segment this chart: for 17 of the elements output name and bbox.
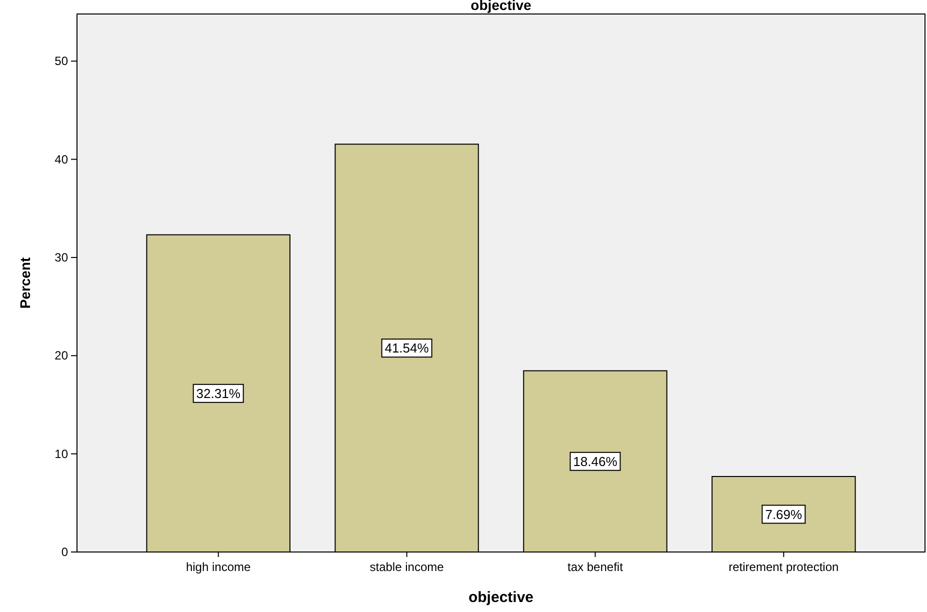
x-tick-label: stable income bbox=[370, 560, 444, 574]
x-axis-title: objective bbox=[468, 589, 534, 606]
y-tick-label: 50 bbox=[54, 54, 68, 68]
data-label: 7.69% bbox=[765, 506, 803, 522]
y-tick-label: 10 bbox=[54, 446, 68, 461]
chart-title: objective bbox=[470, 0, 532, 13]
data-label: 32.31% bbox=[196, 386, 241, 401]
y-tick-label: 40 bbox=[54, 152, 68, 166]
x-tick-label: retirement protection bbox=[728, 560, 839, 574]
y-tick-label: 0 bbox=[61, 545, 68, 559]
y-tick-label: 30 bbox=[54, 250, 68, 264]
data-label: 41.54% bbox=[384, 340, 430, 356]
x-tick-label: high income bbox=[186, 560, 252, 574]
y-axis-title: Percent bbox=[17, 256, 33, 309]
x-tick-label: tax benefit bbox=[568, 560, 624, 574]
data-label: 18.46% bbox=[573, 454, 618, 469]
y-tick-label: 20 bbox=[54, 348, 68, 363]
